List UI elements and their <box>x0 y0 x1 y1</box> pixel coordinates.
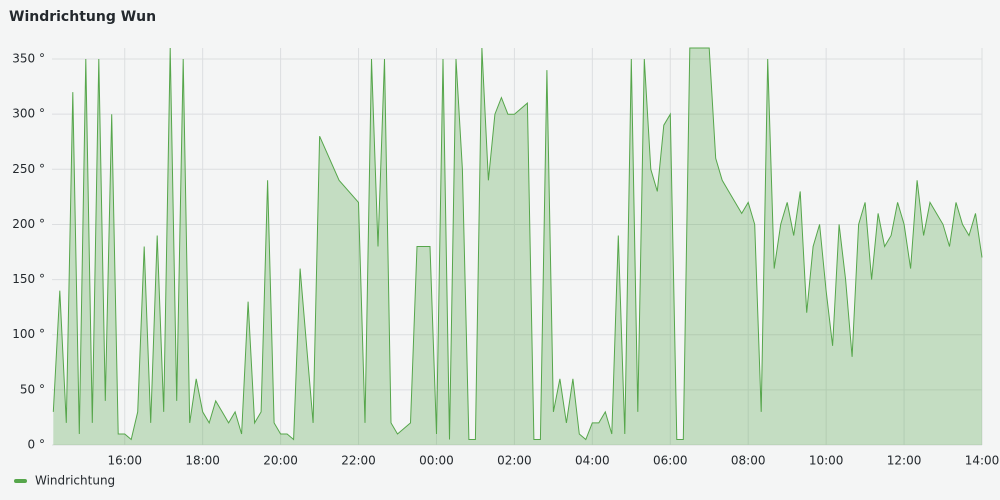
x-tick-label: 02:00 <box>497 454 532 468</box>
y-tick-label: 0 ° <box>28 438 45 452</box>
series-line <box>52 47 983 441</box>
x-tick-label: 06:00 <box>653 454 688 468</box>
legend-swatch <box>14 479 27 483</box>
x-tick-label: 16:00 <box>107 454 142 468</box>
x-tick-label: 08:00 <box>731 454 766 468</box>
x-tick-label: 00:00 <box>419 454 454 468</box>
y-tick-label: 350 ° <box>12 52 45 66</box>
y-tick-label: 200 ° <box>12 217 45 231</box>
y-tick-label: 300 ° <box>12 107 45 121</box>
y-tick-label: 250 ° <box>12 162 45 176</box>
x-tick-label: 04:00 <box>575 454 610 468</box>
y-tick-label: 150 ° <box>12 272 45 286</box>
x-tick-label: 20:00 <box>263 454 298 468</box>
x-tick-label: 12:00 <box>887 454 922 468</box>
legend-label: Windrichtung <box>35 474 115 488</box>
x-tick-label: 18:00 <box>185 454 220 468</box>
x-tick-label: 14:00 <box>965 454 1000 468</box>
x-tick-label: 22:00 <box>341 454 376 468</box>
y-tick-label: 100 ° <box>12 327 45 341</box>
area-fill <box>53 48 983 445</box>
x-tick-label: 10:00 <box>809 454 844 468</box>
y-tick-label: 50 ° <box>20 382 45 396</box>
chart-title: Windrichtung Wun <box>9 9 156 25</box>
